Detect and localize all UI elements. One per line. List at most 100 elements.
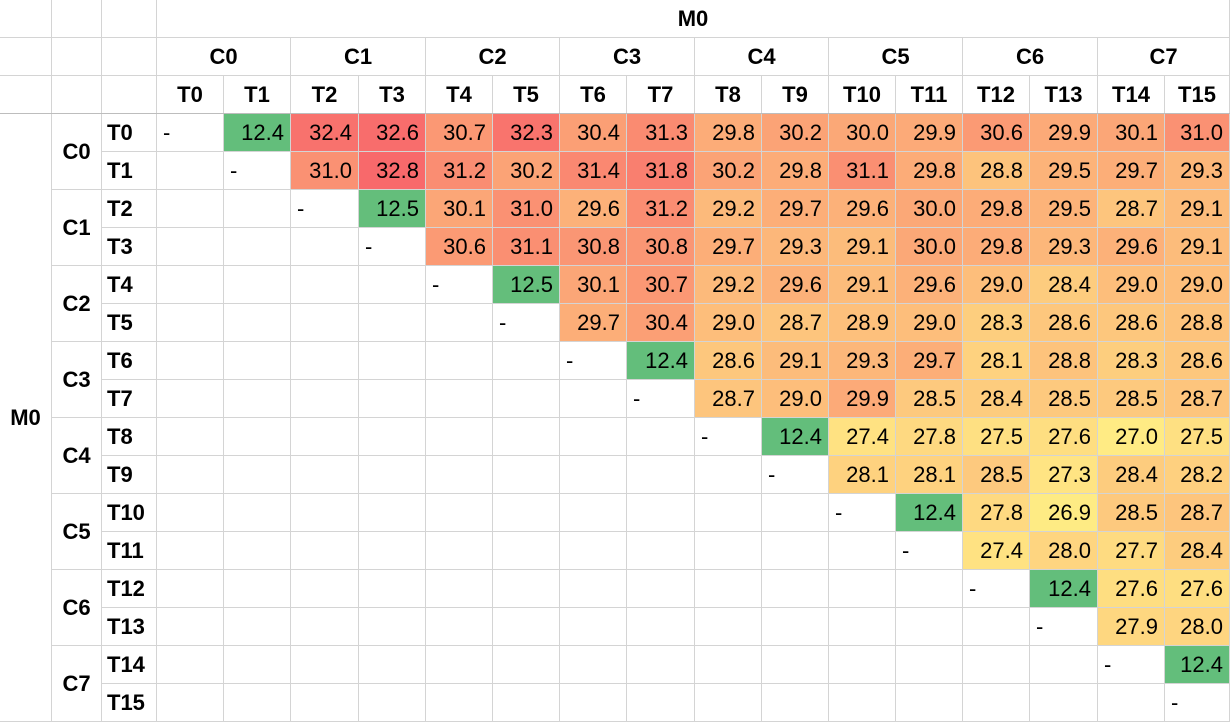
heatmap-cell: 28.6 — [1030, 304, 1098, 342]
heatmap-cell: 29.9 — [896, 114, 963, 152]
heatmap-cell: 28.5 — [896, 380, 963, 418]
empty-cell — [627, 570, 695, 608]
heatmap-cell: 32.6 — [359, 114, 426, 152]
row-thread-label: T11 — [102, 532, 157, 570]
row-thread-label: T15 — [102, 684, 157, 722]
column-thread-label: T15 — [1165, 76, 1230, 114]
row-thread-label: T2 — [102, 190, 157, 228]
heatmap-cell: 29.8 — [963, 228, 1030, 266]
empty-cell — [157, 152, 224, 190]
heatmap-cell: 30.2 — [493, 152, 560, 190]
heatmap-cell: 32.8 — [359, 152, 426, 190]
empty-cell — [426, 570, 493, 608]
heatmap-cell: 27.6 — [1165, 570, 1230, 608]
empty-cell — [359, 380, 426, 418]
heatmap-cell: 27.7 — [1098, 532, 1165, 570]
empty-header-cell — [102, 0, 157, 38]
heatmap-cell: 28.1 — [829, 456, 896, 494]
heatmap-cell: 29.2 — [695, 266, 762, 304]
empty-cell — [493, 380, 560, 418]
heatmap-cell: 29.0 — [762, 380, 829, 418]
heatmap-cell: 12.4 — [627, 342, 695, 380]
empty-cell — [627, 418, 695, 456]
empty-cell — [493, 456, 560, 494]
empty-cell — [157, 304, 224, 342]
heatmap-cell: 27.3 — [1030, 456, 1098, 494]
empty-cell — [359, 342, 426, 380]
heatmap-cell: 29.6 — [1098, 228, 1165, 266]
empty-cell — [762, 684, 829, 722]
heatmap-cell: 29.7 — [896, 342, 963, 380]
empty-header-cell — [52, 0, 102, 38]
heatmap-cell: 30.2 — [762, 114, 829, 152]
heatmap-cell: 31.0 — [291, 152, 359, 190]
heatmap-cell: 12.5 — [359, 190, 426, 228]
empty-cell — [359, 608, 426, 646]
heatmap-cell: 29.8 — [896, 152, 963, 190]
heatmap-cell: 28.7 — [695, 380, 762, 418]
heatmap-cell: 29.3 — [762, 228, 829, 266]
heatmap-cell: 28.5 — [963, 456, 1030, 494]
empty-cell — [224, 228, 291, 266]
heatmap-cell: 29.7 — [762, 190, 829, 228]
diagonal-cell: - — [493, 304, 560, 342]
heatmap-cell: 30.6 — [963, 114, 1030, 152]
empty-header-cell — [52, 76, 102, 114]
column-thread-label: T11 — [896, 76, 963, 114]
empty-cell — [560, 494, 627, 532]
empty-cell — [224, 684, 291, 722]
heatmap-cell: 28.4 — [1165, 532, 1230, 570]
empty-cell — [762, 570, 829, 608]
row-thread-label: T12 — [102, 570, 157, 608]
empty-cell — [560, 608, 627, 646]
heatmap-cell: 31.3 — [627, 114, 695, 152]
empty-cell — [426, 380, 493, 418]
empty-cell — [627, 646, 695, 684]
diagonal-cell: - — [224, 152, 291, 190]
empty-cell — [493, 532, 560, 570]
column-thread-label: T2 — [291, 76, 359, 114]
empty-cell — [426, 304, 493, 342]
left-header-label: M0 — [0, 114, 52, 722]
empty-cell — [426, 608, 493, 646]
empty-cell — [1098, 684, 1165, 722]
row-thread-label: T1 — [102, 152, 157, 190]
heatmap-cell: 29.1 — [1165, 190, 1230, 228]
heatmap-cell: 32.3 — [493, 114, 560, 152]
empty-cell — [560, 418, 627, 456]
row-cluster-label: C5 — [52, 494, 102, 570]
row-cluster-label: C4 — [52, 418, 102, 494]
heatmap-cell: 29.1 — [829, 266, 896, 304]
empty-cell — [291, 494, 359, 532]
heatmap-cell: 27.0 — [1098, 418, 1165, 456]
heatmap-cell: 31.8 — [627, 152, 695, 190]
diagonal-cell: - — [695, 418, 762, 456]
column-thread-label: T14 — [1098, 76, 1165, 114]
heatmap-cell: 28.6 — [1165, 342, 1230, 380]
heatmap-cell: 27.8 — [896, 418, 963, 456]
empty-cell — [695, 532, 762, 570]
row-thread-label: T0 — [102, 114, 157, 152]
heatmap-cell: 29.1 — [1165, 228, 1230, 266]
heatmap-cell: 28.1 — [896, 456, 963, 494]
diagonal-cell: - — [291, 190, 359, 228]
heatmap-cell: 30.4 — [627, 304, 695, 342]
heatmap-cell: 28.8 — [1165, 304, 1230, 342]
heatmap-cell: 28.8 — [963, 152, 1030, 190]
column-cluster-label: C1 — [291, 38, 426, 76]
empty-cell — [224, 418, 291, 456]
row-thread-label: T3 — [102, 228, 157, 266]
heatmap-cell: 27.8 — [963, 494, 1030, 532]
column-cluster-label: C0 — [157, 38, 291, 76]
empty-cell — [157, 456, 224, 494]
heatmap-cell: 29.5 — [1030, 152, 1098, 190]
row-cluster-label: C2 — [52, 266, 102, 342]
empty-cell — [627, 532, 695, 570]
heatmap-cell: 29.6 — [762, 266, 829, 304]
empty-cell — [291, 456, 359, 494]
heatmap-cell: 30.1 — [426, 190, 493, 228]
empty-cell — [224, 342, 291, 380]
diagonal-cell: - — [157, 114, 224, 152]
heatmap-cell: 29.0 — [1165, 266, 1230, 304]
heatmap-cell: 29.3 — [829, 342, 896, 380]
